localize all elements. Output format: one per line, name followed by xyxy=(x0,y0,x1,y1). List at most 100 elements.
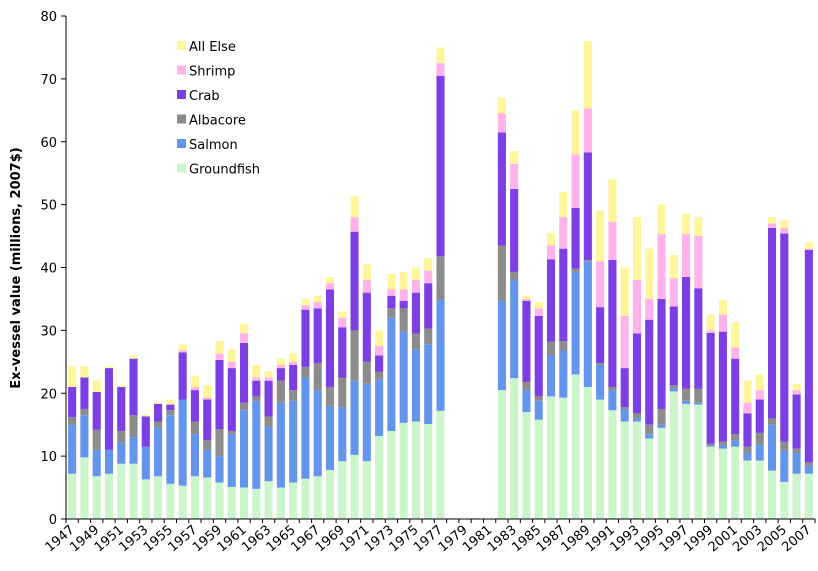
bar-segment xyxy=(190,375,199,387)
bar-segment xyxy=(227,361,236,369)
bar-segment xyxy=(239,402,249,411)
bar-segment xyxy=(755,390,764,400)
bar-segment xyxy=(645,319,654,425)
bar-segment xyxy=(411,421,420,519)
bar-segment xyxy=(608,259,617,387)
bar-segment xyxy=(325,469,335,519)
bar-segment xyxy=(632,418,642,422)
bar-segment xyxy=(399,271,408,290)
bar-segment xyxy=(780,441,789,452)
bar-segment xyxy=(497,245,506,301)
bar-segment xyxy=(632,333,642,414)
bar-segment xyxy=(239,333,249,343)
bar-segment xyxy=(534,308,543,316)
bar-segment xyxy=(510,378,519,519)
bar-segment xyxy=(362,264,371,281)
bar-segment xyxy=(718,300,727,315)
bar-segment xyxy=(743,402,752,414)
bar-segment xyxy=(350,454,359,519)
bar-segment xyxy=(313,308,322,364)
bar-segment xyxy=(399,308,408,332)
bar-segment xyxy=(276,402,285,488)
bar-segment xyxy=(620,368,629,408)
bar-segment xyxy=(338,327,347,378)
bar-segment xyxy=(792,394,801,449)
bar-segment xyxy=(411,267,420,281)
bar-segment xyxy=(424,424,433,519)
bar-segment xyxy=(239,410,249,488)
bar-segment xyxy=(571,207,580,269)
bar-segment xyxy=(669,385,678,389)
legend-swatch xyxy=(177,114,186,124)
bar-segment xyxy=(92,429,101,450)
bar-segment xyxy=(264,426,273,482)
bar-segment xyxy=(92,391,101,430)
bar-segment xyxy=(645,248,654,299)
bar-segment xyxy=(583,108,592,153)
bar-segment xyxy=(718,441,727,446)
bar-segment xyxy=(546,396,556,519)
bar-segment xyxy=(80,377,89,409)
bar-segment xyxy=(792,448,801,453)
bar-segment xyxy=(350,217,359,232)
bar-segment xyxy=(264,380,273,417)
bar-segment xyxy=(289,482,298,519)
bar-segment xyxy=(767,424,777,471)
bar-segment xyxy=(166,483,175,519)
legend-label: Shrimp xyxy=(189,65,235,80)
bar-segment xyxy=(178,344,187,351)
bar-segment xyxy=(203,399,212,441)
bar-segment xyxy=(215,456,224,483)
bar-segment xyxy=(301,305,310,310)
bar-segment xyxy=(325,405,335,470)
y-axis-title: Ex-vessel value (millions, 2007$) xyxy=(9,147,24,388)
bar-segment xyxy=(387,308,396,318)
bar-segment xyxy=(338,317,347,328)
bar-segment xyxy=(166,404,175,411)
bar-segment xyxy=(117,385,126,387)
bar-segment xyxy=(669,391,678,519)
bar-segment xyxy=(436,75,445,257)
bar-segment xyxy=(497,113,506,133)
bar-segment xyxy=(80,408,89,416)
bar-segment xyxy=(387,317,396,431)
bar-segment xyxy=(780,227,789,234)
bar-segment xyxy=(792,390,801,395)
legend-swatch xyxy=(177,65,186,75)
legend-label: Salmon xyxy=(189,138,238,153)
bar-segment xyxy=(129,415,138,438)
bar-segment xyxy=(682,234,691,277)
bar-segment xyxy=(239,342,249,403)
bar-segment xyxy=(227,349,236,362)
bar-segment xyxy=(657,234,666,299)
bar-segment xyxy=(375,346,384,356)
bar-segment xyxy=(362,280,371,293)
bar-segment xyxy=(497,300,506,391)
bar-segment xyxy=(154,421,163,428)
bar-segment xyxy=(706,314,715,331)
bar-segment xyxy=(534,400,543,420)
bar-segment xyxy=(362,383,371,462)
bar-segment xyxy=(669,278,678,307)
bar-segment xyxy=(436,410,445,519)
bar-segment xyxy=(424,344,433,425)
bar-segment xyxy=(755,432,764,445)
bar-segment xyxy=(399,300,408,309)
bar-segment xyxy=(375,379,384,437)
bar-segment xyxy=(706,443,715,446)
bar-segment xyxy=(436,47,445,64)
bar-segment xyxy=(767,470,777,519)
bar-segment xyxy=(227,434,236,487)
bar-segment xyxy=(804,465,813,474)
bar-segment xyxy=(804,248,813,250)
bar-segment xyxy=(620,421,629,519)
bar-segment xyxy=(399,331,408,423)
bar-segment xyxy=(141,479,150,519)
bar-segment xyxy=(583,41,592,109)
bar-segment xyxy=(203,397,212,400)
bar-segment xyxy=(289,364,298,391)
legend-label: Albacore xyxy=(189,114,246,129)
bar-segment xyxy=(731,322,740,348)
bar-segment xyxy=(227,486,236,519)
bar-segment xyxy=(375,436,384,519)
